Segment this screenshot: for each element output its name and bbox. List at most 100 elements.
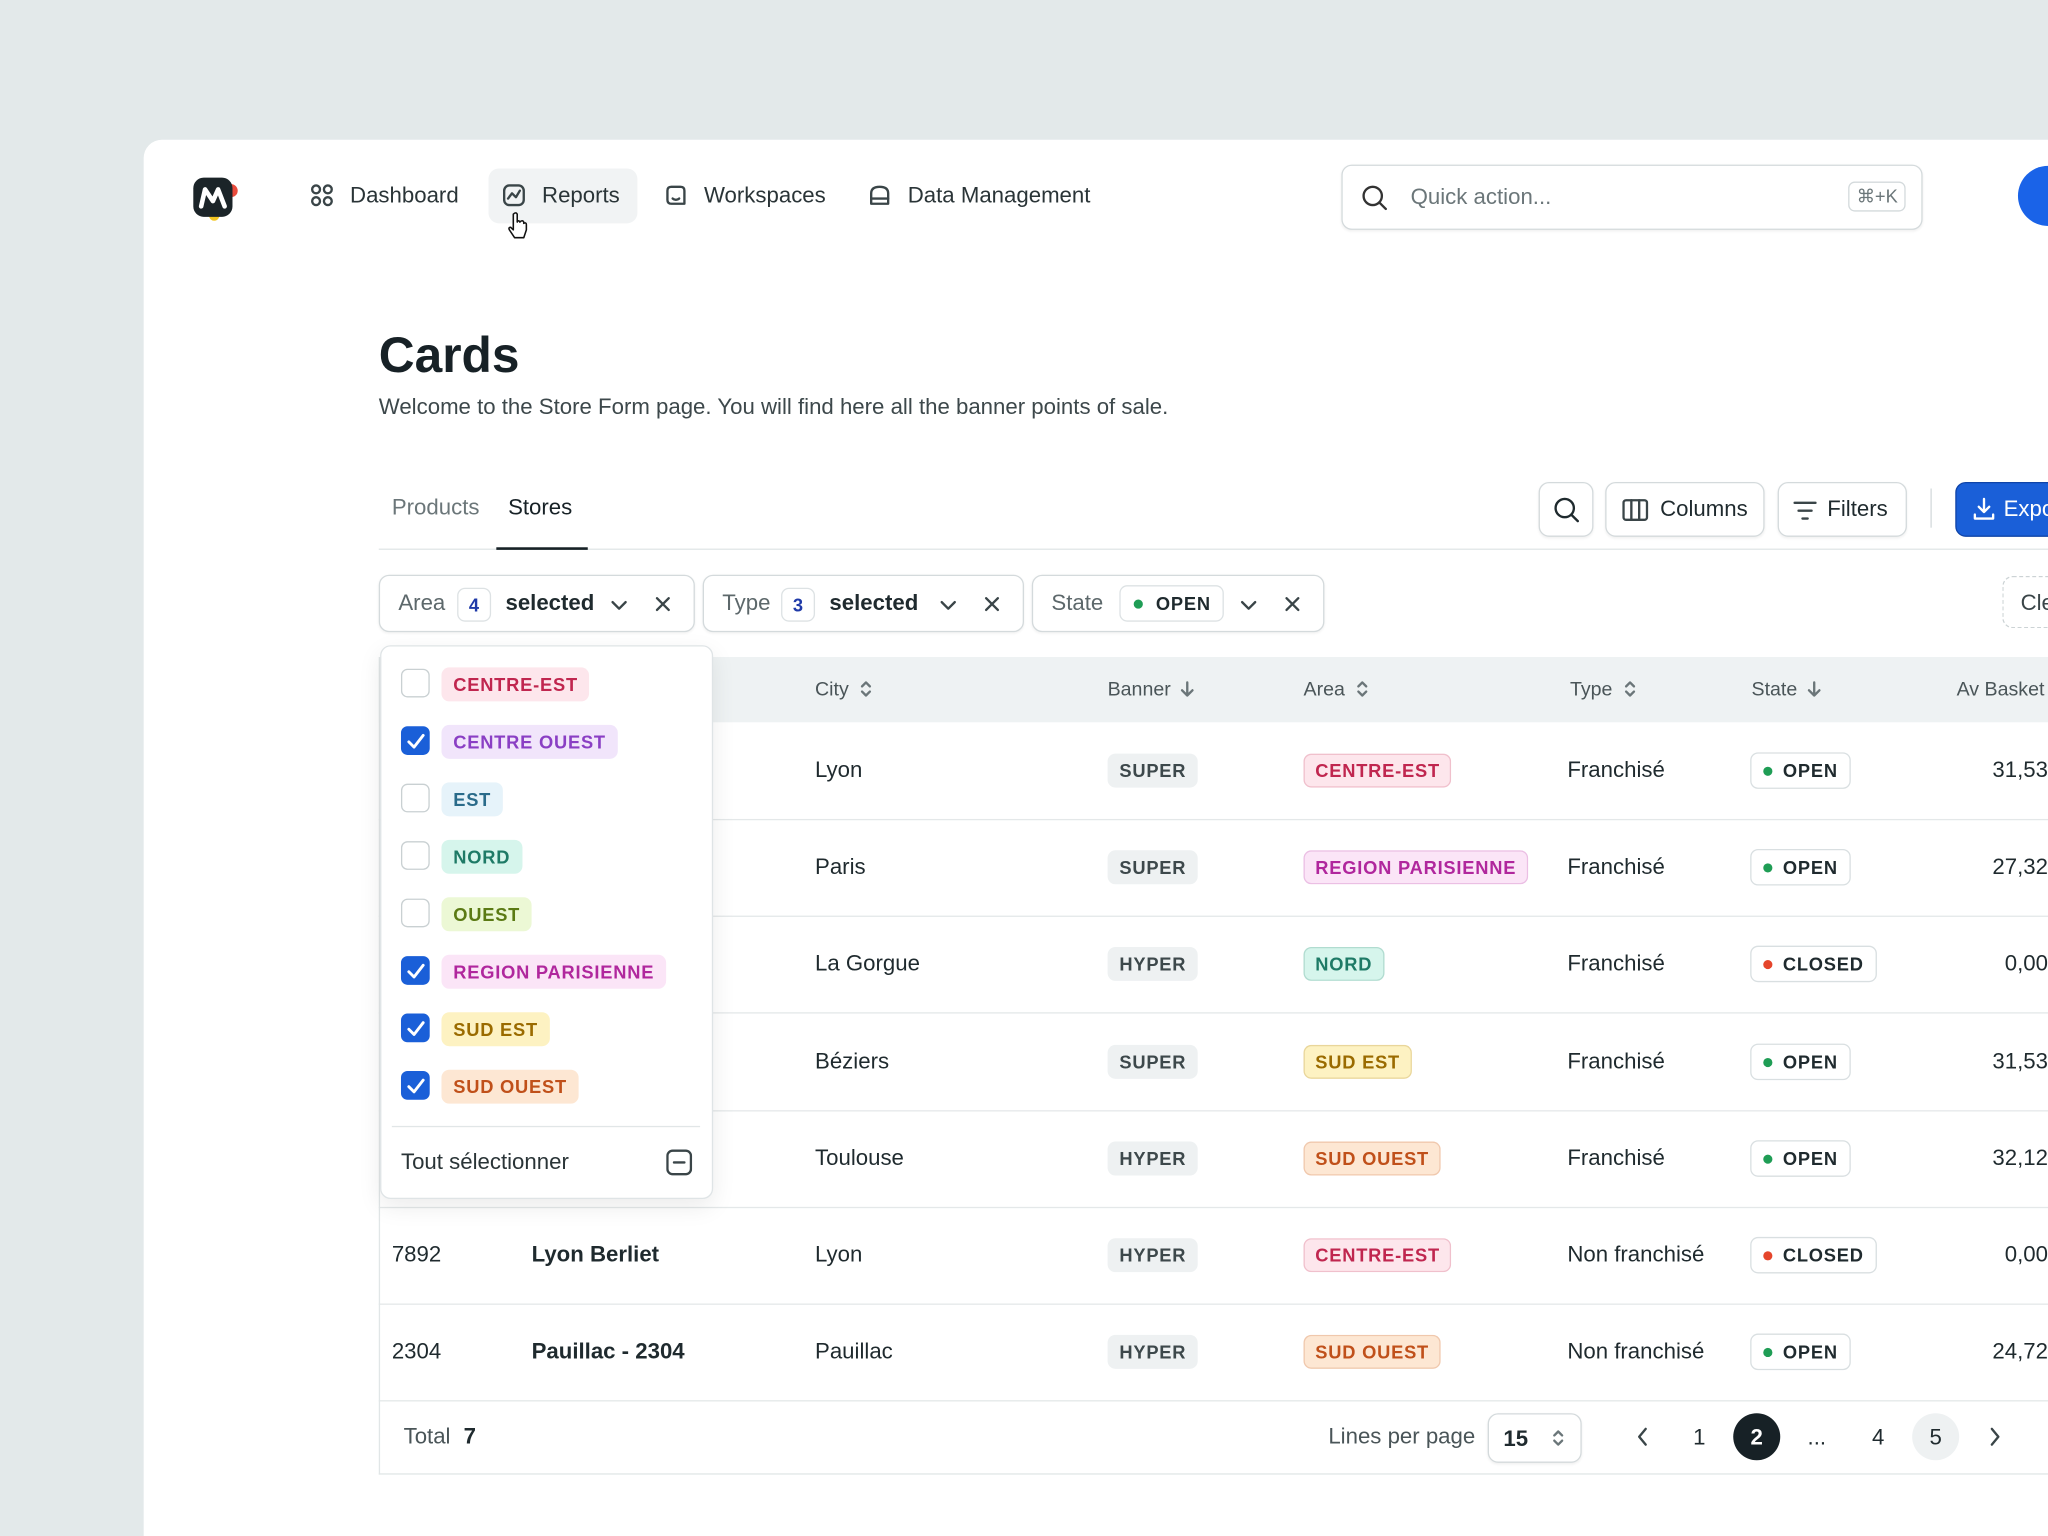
search-button[interactable]: [1538, 481, 1594, 537]
columns-button[interactable]: Columns: [1605, 481, 1765, 537]
cell-type: Franchisé: [1567, 854, 1665, 880]
export-button[interactable]: Export: [1955, 481, 2048, 537]
option-tag[interactable]: OUEST: [441, 897, 532, 932]
checkbox[interactable]: [400, 726, 430, 755]
page-number: 5: [1929, 1424, 1942, 1450]
download-icon: [1971, 496, 1997, 529]
filter[interactable]: Type 3 selected: [702, 574, 1024, 633]
state-dot: [1133, 599, 1143, 609]
filter-label: State: [1051, 590, 1104, 616]
select-icon: [1549, 1429, 1567, 1454]
page-number: ...: [1807, 1424, 1827, 1450]
state-dot: [1763, 1057, 1773, 1067]
state-label: CLOSED: [1782, 1244, 1864, 1266]
lines-select[interactable]: 15: [1487, 1413, 1582, 1463]
area-tag: REGION PARISIENNE: [1303, 850, 1528, 885]
column-header[interactable]: Type: [1569, 678, 1635, 701]
columns-icon: [1622, 498, 1649, 531]
tab[interactable]: Stores: [508, 495, 573, 520]
checkbox[interactable]: [400, 898, 430, 928]
filter[interactable]: Area 4 selected: [378, 574, 695, 633]
search-placeholder: Quick action...: [1410, 184, 1552, 209]
cell-name: Pauillac - 2304: [531, 1339, 685, 1364]
option-tag[interactable]: SUD EST: [441, 1012, 550, 1047]
checkbox[interactable]: [400, 956, 430, 985]
footer-border: [378, 1473, 2048, 1475]
banner-tag: SUPER: [1107, 753, 1199, 788]
filters-button[interactable]: Filters: [1777, 481, 1907, 537]
row-separator: [378, 1012, 2048, 1015]
cell-basket: 0,00: [2004, 1242, 2048, 1267]
sort-icon: [1179, 680, 1197, 704]
checkbox[interactable]: [400, 668, 430, 698]
filter[interactable]: State OPEN: [1031, 574, 1325, 633]
nav-label: Data Management: [907, 182, 1091, 208]
cell-city: Béziers: [815, 1048, 890, 1074]
page-button[interactable]: 1: [1676, 1413, 1723, 1460]
column-title: Av Basket: [1956, 678, 2045, 701]
logo: [188, 172, 240, 231]
filter-value: selected: [829, 590, 919, 616]
clear-button[interactable]: Clear: [2002, 575, 2048, 629]
column-header[interactable]: State: [1752, 679, 1821, 701]
banner-tag: HYPER: [1107, 1335, 1199, 1370]
state-label: OPEN: [1782, 1341, 1838, 1363]
shortcut: ⌘+K: [1848, 181, 1906, 212]
column-header[interactable]: Banner: [1108, 679, 1195, 701]
column-header[interactable]: City: [815, 679, 871, 701]
column-title: Area: [1303, 678, 1345, 701]
cell-type: Franchisé: [1567, 1048, 1665, 1074]
page-button[interactable]: 5: [1912, 1413, 1960, 1461]
lines-label: Lines per page: [1328, 1423, 1476, 1449]
cell-type: Non franchisé: [1567, 1242, 1705, 1267]
clear-x: [981, 593, 1005, 623]
column-title: Type: [1569, 678, 1613, 701]
nav-icon: [310, 183, 336, 216]
check-mark: [406, 1076, 426, 1102]
avatar[interactable]: [2017, 165, 2048, 226]
chevron: [1237, 593, 1261, 623]
option-tag[interactable]: SUD OUEST: [441, 1069, 579, 1104]
option-tag[interactable]: REGION PARISIENNE: [441, 954, 666, 989]
page-button[interactable]: 4: [1855, 1413, 1902, 1460]
sort-icon: [1620, 680, 1638, 704]
divider: [1930, 488, 1932, 528]
search-icon: [1361, 184, 1387, 217]
nav-label: Workspaces: [703, 182, 826, 208]
search-box[interactable]: Quick action... ⌘+K: [1341, 164, 1923, 230]
cell-basket: 24,72: [1992, 1339, 2048, 1364]
state-label: OPEN: [1782, 760, 1838, 782]
option-tag[interactable]: CENTRE OUEST: [441, 724, 618, 759]
clear-label: Clear: [2020, 590, 2048, 616]
cell-city: Toulouse: [815, 1145, 904, 1171]
state-chip: OPEN: [1750, 1043, 1851, 1080]
checkbox[interactable]: [400, 1013, 430, 1043]
column-header[interactable]: Av Basket: [1957, 679, 2045, 701]
tab[interactable]: Products: [391, 495, 480, 520]
left-border: [378, 656, 381, 1475]
area-tag: CENTRE-EST: [1303, 753, 1452, 788]
option-tag[interactable]: NORD: [441, 839, 522, 874]
search-icon: [1553, 496, 1579, 529]
page-button[interactable]: 2: [1733, 1413, 1781, 1461]
column-header[interactable]: Area: [1303, 678, 1367, 701]
cell-city: Lyon: [815, 757, 863, 783]
cell-basket: 31,53: [1992, 757, 2048, 783]
chevron: [607, 593, 631, 623]
nav-icon: [664, 183, 690, 216]
sort-icon: [1805, 680, 1823, 704]
select-all[interactable]: Tout sélectionner: [400, 1149, 569, 1175]
state-label: OPEN: [1782, 1050, 1838, 1072]
page-button[interactable]: ...: [1793, 1413, 1840, 1460]
checkbox[interactable]: [400, 841, 430, 870]
cell-basket: 31,53: [1992, 1048, 2048, 1074]
prev-page: [1631, 1425, 1655, 1455]
option-tag[interactable]: EST: [441, 782, 503, 817]
cell-id: 2304: [391, 1339, 442, 1364]
checkbox[interactable]: [400, 1071, 430, 1102]
banner-tag: SUPER: [1107, 850, 1199, 885]
option-tag[interactable]: CENTRE-EST: [441, 667, 590, 702]
checkbox[interactable]: [400, 783, 430, 813]
filter-label: Area: [398, 590, 446, 616]
